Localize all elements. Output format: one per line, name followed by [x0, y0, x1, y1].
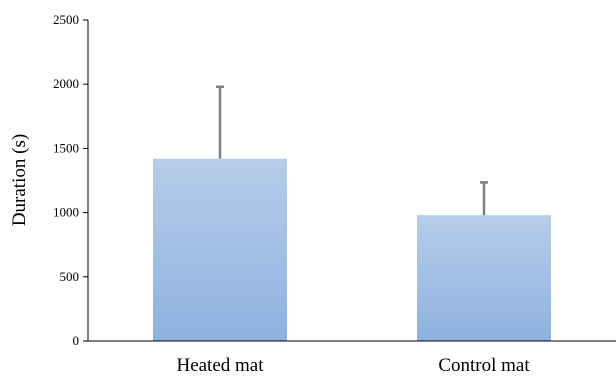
error-bars-layer [216, 85, 488, 216]
y-tick-label: 0 [73, 333, 80, 348]
axes-layer [87, 20, 616, 342]
x-category-label: Heated mat [176, 355, 264, 376]
bar [153, 158, 287, 341]
x-category-labels: Heated mat Control mat [176, 355, 530, 376]
y-tick-label: 2500 [53, 12, 79, 27]
bar [417, 215, 551, 341]
y-axis-title: Duration (s) [9, 134, 30, 226]
y-tick-label: 1500 [53, 140, 79, 155]
y-tick-label: 1000 [53, 205, 79, 220]
x-category-label: Control mat [438, 355, 530, 376]
y-tick-labels: 0 500 1000 1500 2000 2500 [53, 12, 88, 348]
y-tick-label: 500 [60, 269, 80, 284]
y-tick-label: 2000 [53, 76, 79, 91]
bars-layer [153, 158, 551, 341]
